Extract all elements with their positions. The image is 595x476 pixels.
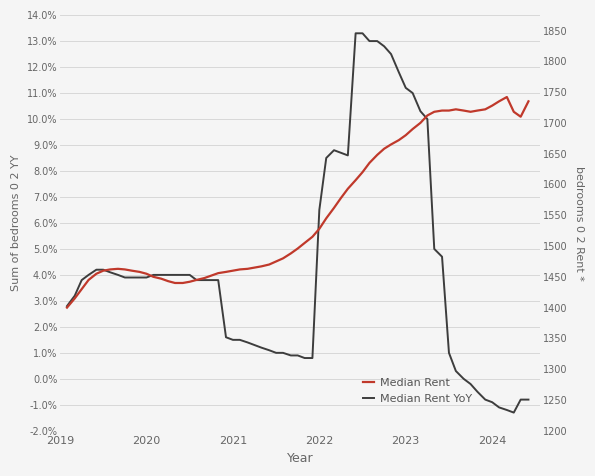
Y-axis label: bedrooms 0 2 Rent *: bedrooms 0 2 Rent * xyxy=(574,166,584,280)
Y-axis label: Sum of bedrooms 0 2 YY: Sum of bedrooms 0 2 YY xyxy=(11,155,21,291)
X-axis label: Year: Year xyxy=(287,452,313,465)
Legend: Median Rent, Median Rent YoY: Median Rent, Median Rent YoY xyxy=(359,374,477,408)
